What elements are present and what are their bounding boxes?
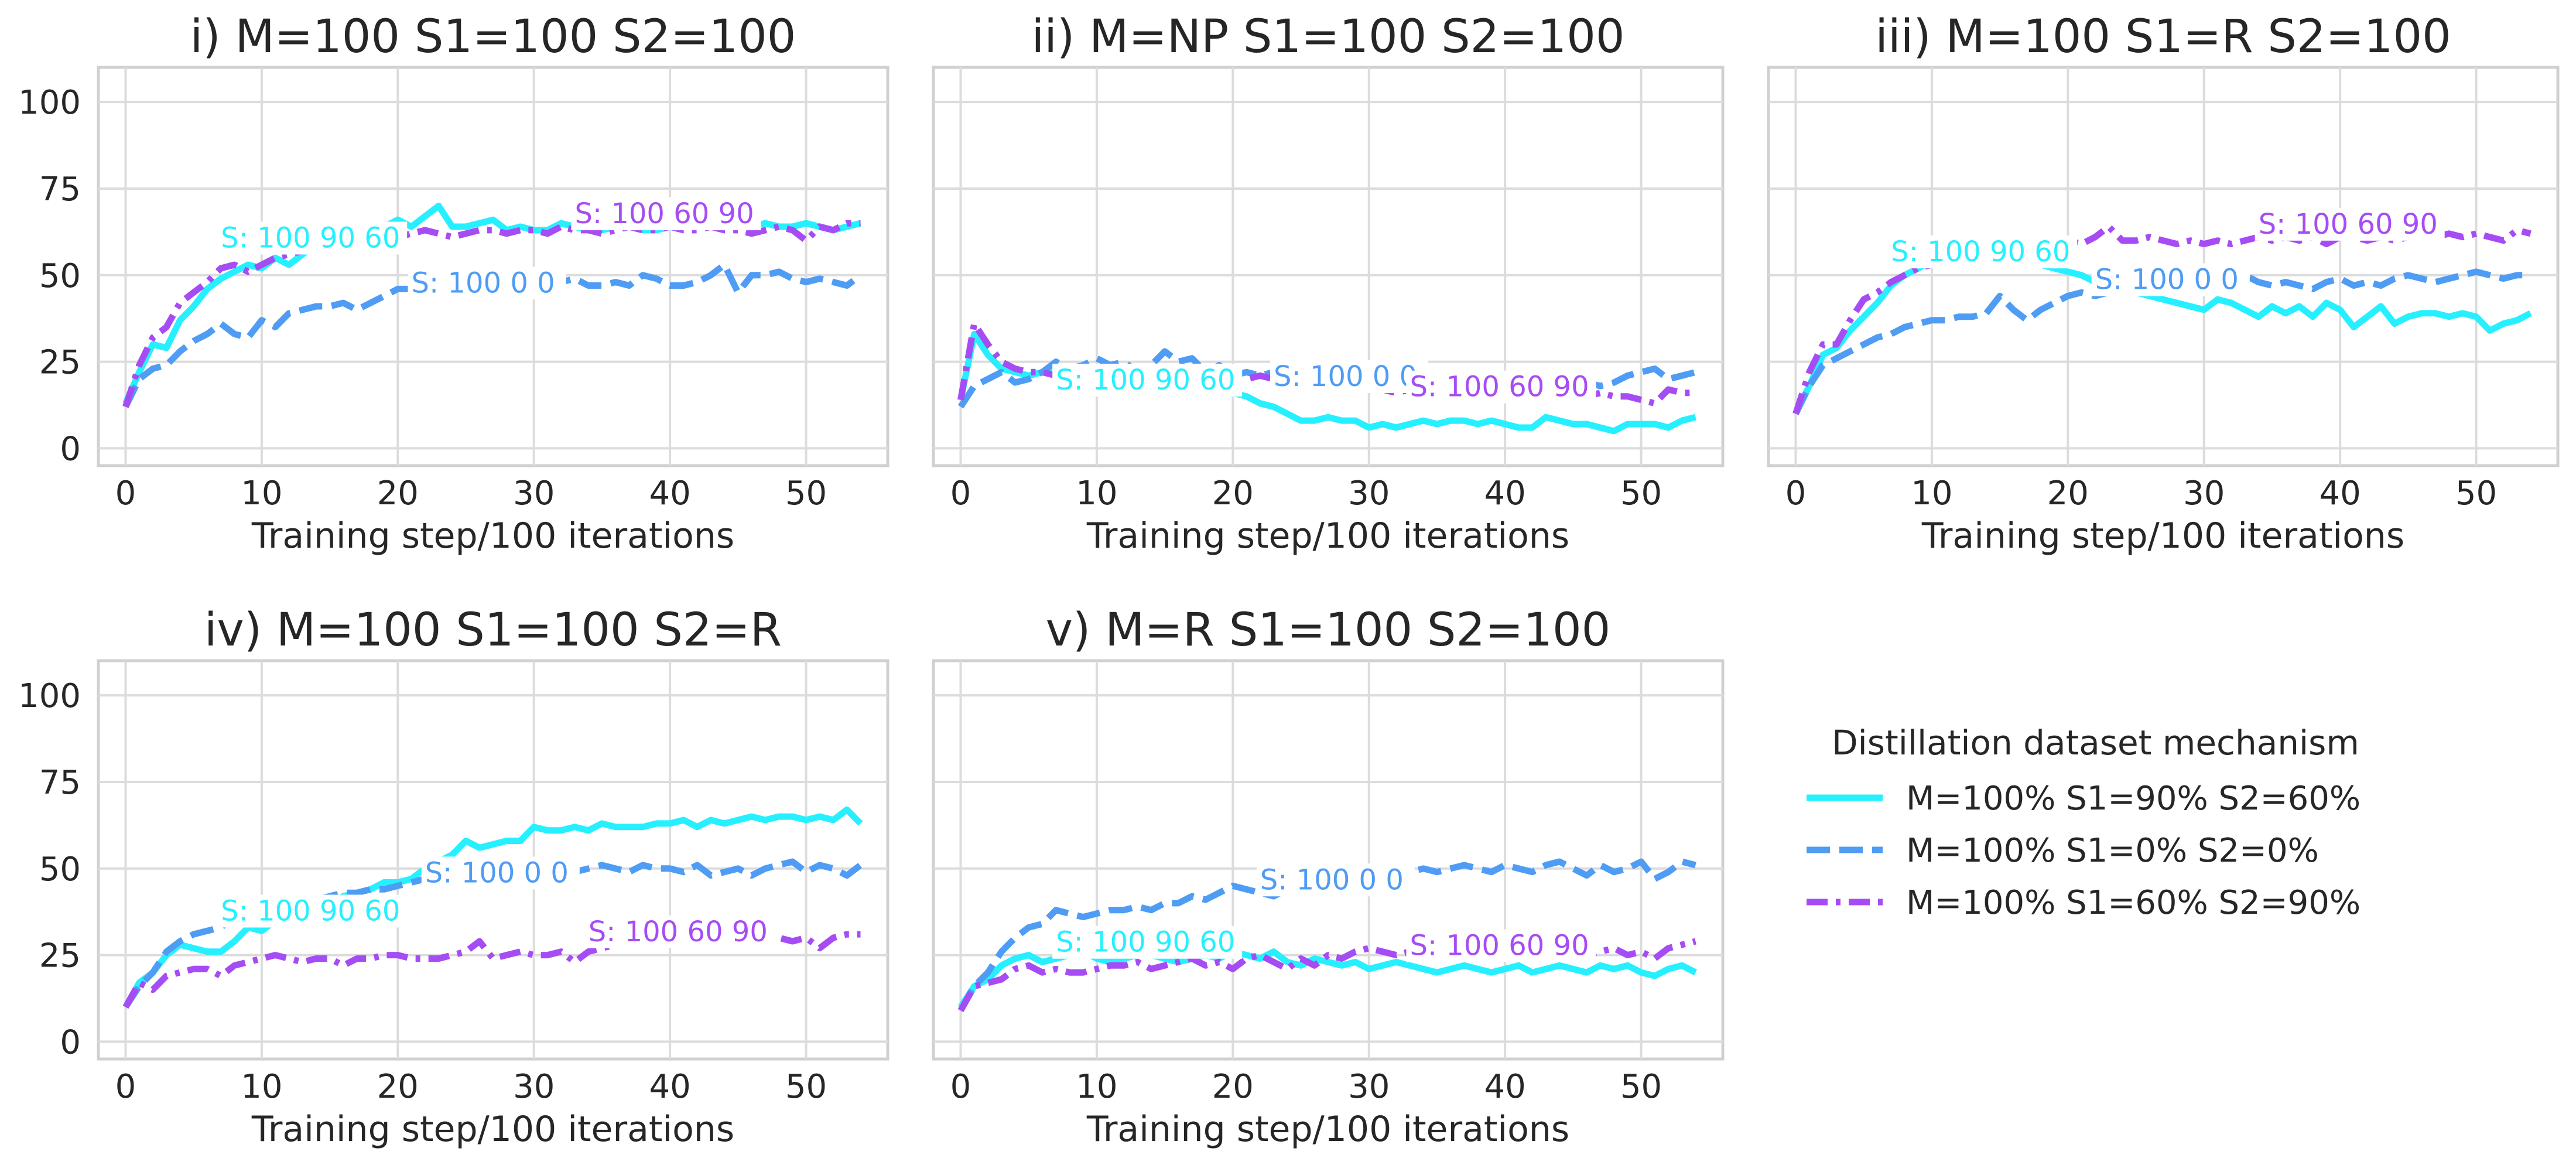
annotation-background [217, 221, 408, 255]
y-tick-label: 50 [39, 850, 81, 889]
series-annotation-2: S: 100 0 0 [425, 856, 569, 889]
annotation-background [1887, 235, 2078, 269]
x-axis-label: Training step/100 iterations [251, 515, 734, 556]
annotation-background [217, 894, 408, 928]
x-tick-label: 30 [1348, 474, 1390, 513]
x-tick-label: 30 [513, 474, 555, 513]
panel-title: ii) M=NP S1=100 S2=100 [1032, 11, 1625, 63]
series-annotation-1: S: 100 90 60 [1891, 235, 2070, 268]
x-tick-label: 0 [115, 474, 136, 513]
legend-label-1: M=100% S1=90% S2=60% [1906, 780, 2361, 818]
x-tick-label: 20 [377, 474, 419, 513]
x-axis-label: Training step/100 iterations [1086, 515, 1569, 556]
annotation-background [571, 197, 761, 231]
series-annotation-3: S: 100 60 90 [574, 197, 754, 230]
series-line-3 [957, 938, 1696, 1012]
y-tick-label: 25 [39, 344, 81, 382]
x-tick-label: 20 [2047, 474, 2089, 513]
panel-title: iv) M=100 S1=100 S2=R [204, 604, 782, 657]
y-tick-label: 50 [39, 257, 81, 295]
legend-label-3: M=100% S1=60% S2=90% [1906, 884, 2361, 922]
x-tick-label: 10 [241, 1068, 282, 1106]
y-tick-label: 0 [60, 430, 81, 468]
panel-1: 0 10 20 30 40 50 0 25 50 75 100 i) M=100 S1=100 S2=… [18, 11, 890, 556]
annotation-background [1270, 360, 1429, 393]
series-annotation-2: S: 100 0 0 [2095, 263, 2239, 296]
x-tick-label: 30 [513, 1068, 555, 1106]
annotation-background [1052, 363, 1243, 397]
x-tick-label: 10 [1076, 1068, 1117, 1106]
x-axis-label: Training step/100 iterations [251, 1109, 734, 1150]
series-annotation-3: S: 100 60 90 [589, 916, 768, 948]
series-annotation-3: S: 100 60 90 [1410, 930, 1589, 962]
panel-3: 0 10 20 30 40 50 iii) M=100 S1=R S2=100 Trainin… [1767, 11, 2560, 556]
x-tick-label: 40 [1484, 1068, 1526, 1106]
annotation-background [1406, 370, 1596, 404]
plot-area [932, 659, 1725, 1061]
x-tick-label: 20 [1212, 474, 1254, 513]
y-tick-label: 75 [39, 764, 81, 802]
series-line-3 [122, 220, 861, 408]
x-tick-label: 30 [2183, 474, 2225, 513]
annotation-background [1406, 929, 1596, 962]
y-tick-label: 0 [60, 1023, 81, 1061]
x-tick-label: 50 [1620, 474, 1662, 513]
annotation-background [1256, 863, 1415, 897]
legend: Distillation dataset mechanism M=100% S1… [1807, 723, 2361, 922]
y-tick-label: 100 [18, 84, 81, 122]
y-tick-label: 75 [39, 170, 81, 209]
x-tick-label: 0 [950, 474, 971, 513]
annotation-background [1052, 925, 1243, 959]
panel-title: i) M=100 S1=100 S2=100 [190, 11, 796, 63]
x-tick-label: 10 [1911, 474, 1952, 513]
x-tick-label: 50 [2455, 474, 2497, 513]
series-annotation-3: S: 100 60 90 [1410, 371, 1589, 404]
legend-label-2: M=100% S1=0% S2=0% [1906, 832, 2319, 870]
annotation-background [584, 915, 775, 948]
series-annotation-1: S: 100 90 60 [1056, 926, 1235, 959]
x-tick-label: 10 [241, 474, 282, 513]
series-annotation-1: S: 100 90 60 [221, 894, 400, 927]
x-tick-label: 40 [2320, 474, 2361, 513]
annotation-background [2091, 263, 2250, 296]
annotation-background [408, 267, 566, 300]
series-annotation-1: S: 100 90 60 [221, 221, 400, 254]
x-tick-label: 20 [1212, 1068, 1254, 1106]
x-tick-label: 0 [1785, 474, 1807, 513]
panel-title: iii) M=100 S1=R S2=100 [1875, 11, 2451, 63]
x-tick-label: 50 [1620, 1068, 1662, 1106]
x-tick-label: 40 [1484, 474, 1526, 513]
series-annotation-1: S: 100 90 60 [1056, 364, 1235, 397]
annotation-background [421, 856, 580, 890]
x-tick-label: 10 [1076, 474, 1117, 513]
x-tick-label: 50 [785, 474, 827, 513]
x-tick-label: 20 [377, 1068, 419, 1106]
series-annotation-2: S: 100 0 0 [1274, 360, 1417, 393]
panel-2: 0 10 20 30 40 50 ii) M=NP S1=100 S2=100 Trainin… [932, 11, 1725, 556]
legend-title: Distillation dataset mechanism [1832, 723, 2359, 763]
panel-title: v) M=R S1=100 S2=100 [1046, 604, 1611, 657]
series-annotation-2: S: 100 0 0 [1260, 863, 1404, 896]
x-tick-label: 40 [649, 474, 691, 513]
series-annotation-3: S: 100 60 90 [2259, 208, 2438, 241]
x-tick-label: 0 [950, 1068, 971, 1106]
panel-5: 0 10 20 30 40 50 v) M=R S1=100 S2=100 Training … [932, 604, 1725, 1150]
x-tick-label: 40 [649, 1068, 691, 1106]
x-axis-label: Training step/100 iterations [1921, 515, 2404, 556]
x-tick-label: 0 [115, 1068, 136, 1106]
plot-area [932, 66, 1725, 467]
y-tick-label: 25 [39, 937, 81, 975]
x-tick-label: 30 [1348, 1068, 1390, 1106]
panel-4: 0 10 20 30 40 50 0 25 50 75 100 iv) M=100 S1=100 S2… [18, 604, 890, 1150]
annotation-background [2255, 207, 2445, 241]
y-tick-label: 100 [18, 677, 81, 715]
x-tick-label: 50 [785, 1068, 827, 1106]
series-annotation-2: S: 100 0 0 [412, 267, 555, 299]
x-axis-label: Training step/100 iterations [1086, 1109, 1569, 1150]
